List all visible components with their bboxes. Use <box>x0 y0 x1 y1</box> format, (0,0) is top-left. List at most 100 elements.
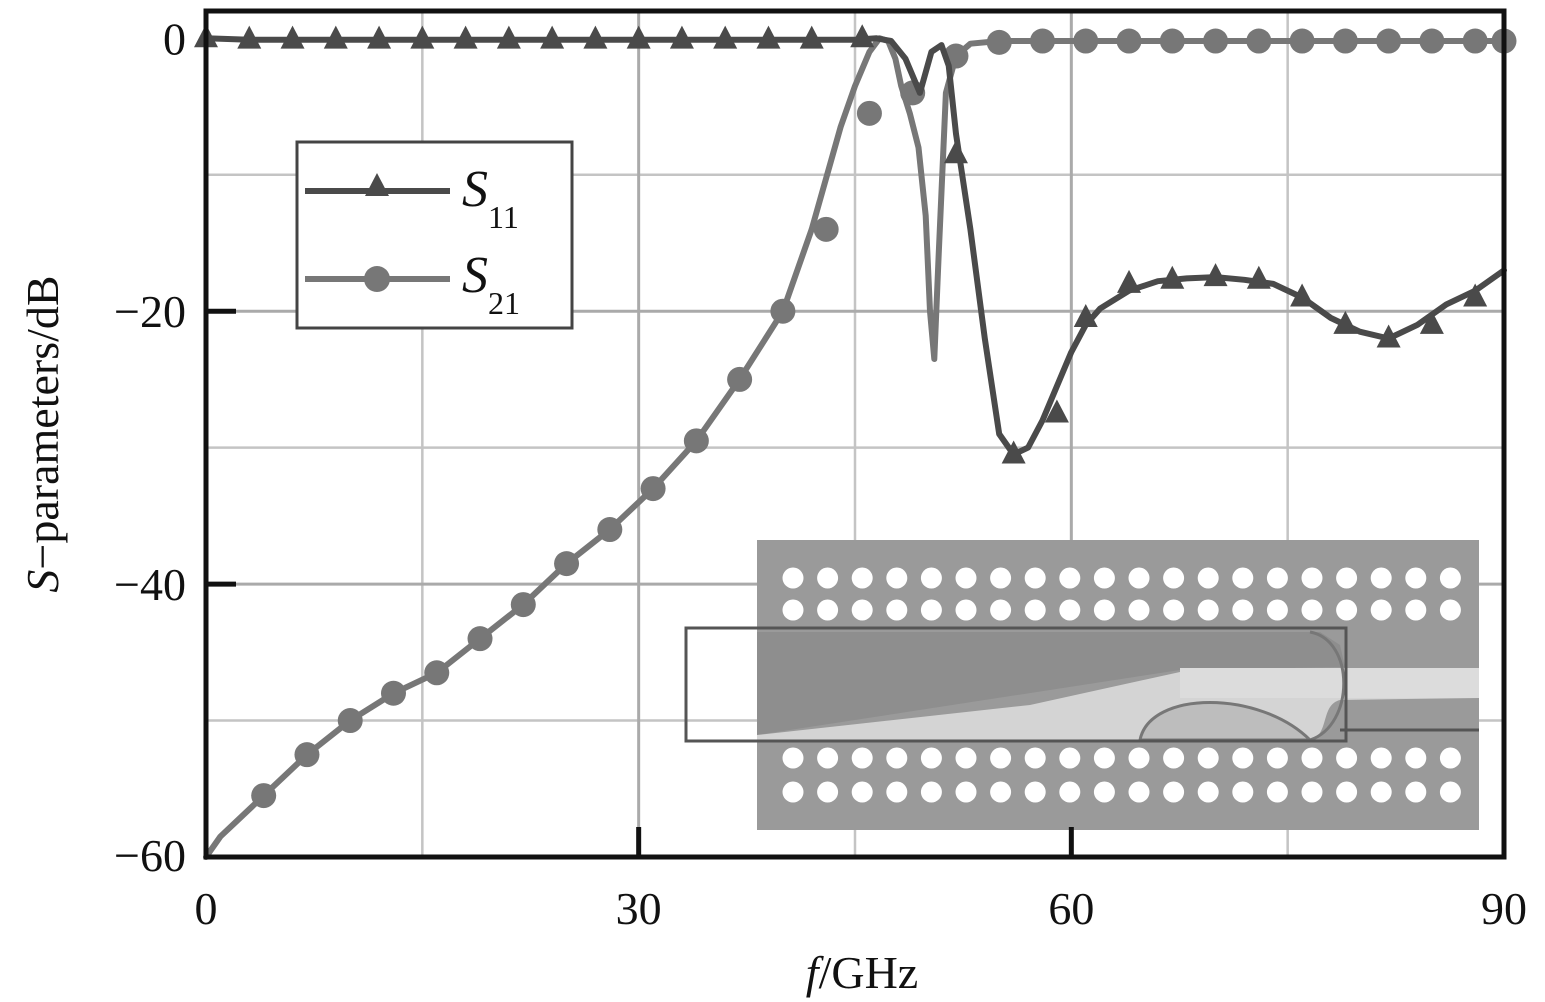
marker-s11 <box>540 25 565 49</box>
via-hole <box>1370 599 1392 621</box>
via-hole <box>817 599 839 621</box>
via-hole <box>1439 599 1461 621</box>
marker-s21 <box>597 517 623 543</box>
x-tick-label: 30 <box>616 883 662 934</box>
x-axis-title: f/GHz <box>806 947 918 998</box>
via-hole <box>1128 567 1150 589</box>
marker-s21 <box>986 29 1012 55</box>
marker-s11 <box>756 25 781 49</box>
y-tick-label: −60 <box>114 830 186 881</box>
marker-s11 <box>1246 265 1271 289</box>
via-hole <box>851 599 873 621</box>
marker-s21 <box>1289 28 1315 54</box>
via-hole <box>1301 567 1323 589</box>
via-hole <box>1128 781 1150 803</box>
via-hole <box>817 781 839 803</box>
marker-s11 <box>1203 263 1228 287</box>
y-tick-label: 0 <box>163 13 186 64</box>
via-hole <box>1370 747 1392 769</box>
via-hole <box>955 599 977 621</box>
via-hole <box>920 599 942 621</box>
via-hole <box>886 781 908 803</box>
via-hole <box>1405 747 1427 769</box>
via-hole <box>1232 567 1254 589</box>
marker-s21 <box>251 783 277 809</box>
via-hole <box>1439 567 1461 589</box>
marker-s11 <box>453 25 478 49</box>
via-hole <box>851 567 873 589</box>
via-hole <box>1232 781 1254 803</box>
via-hole <box>1439 781 1461 803</box>
legend-box <box>295 140 574 330</box>
marker-s21 <box>510 592 536 618</box>
via-hole <box>1059 567 1081 589</box>
marker-s21 <box>380 680 406 706</box>
marker-s21 <box>1159 28 1185 54</box>
via-hole <box>1301 747 1323 769</box>
via-hole <box>1266 567 1288 589</box>
via-hole <box>1093 599 1115 621</box>
via-hole <box>1197 567 1219 589</box>
via-hole <box>1336 747 1358 769</box>
marker-s11 <box>280 25 305 49</box>
marker-s11 <box>237 25 262 49</box>
marker-s21 <box>1376 28 1402 54</box>
legend-s21-label: S21 <box>462 247 520 321</box>
via-hole <box>1163 599 1185 621</box>
via-hole <box>955 567 977 589</box>
via-hole <box>782 567 804 589</box>
via-hole <box>782 747 804 769</box>
marker-s11 <box>367 25 392 49</box>
y-axis-title: S−parameters/dB <box>17 275 68 592</box>
plot-frame <box>203 8 1507 860</box>
marker-s11 <box>943 140 968 164</box>
via-hole <box>1024 567 1046 589</box>
via-hole <box>1439 747 1461 769</box>
marker-s21 <box>1073 28 1099 54</box>
marker-s11 <box>799 25 824 49</box>
via-hole <box>1093 567 1115 589</box>
via-hole <box>1024 747 1046 769</box>
via-hole <box>1059 599 1081 621</box>
legend: S11 S21 <box>295 140 574 330</box>
legend-s11-marker <box>365 173 389 196</box>
via-hole <box>1405 567 1427 589</box>
via-hole <box>1163 747 1185 769</box>
via-hole <box>1266 747 1288 769</box>
y-tick-label: −40 <box>114 559 186 610</box>
via-hole <box>990 599 1012 621</box>
marker-s11 <box>713 25 738 49</box>
marker-s21 <box>1332 28 1358 54</box>
via-hole <box>920 567 942 589</box>
marker-s21 <box>337 708 363 734</box>
waveguide-transition-inset <box>684 540 1479 830</box>
marker-s11 <box>1290 283 1315 307</box>
via-hole <box>1128 599 1150 621</box>
via-hole <box>1301 781 1323 803</box>
via-hole <box>851 747 873 769</box>
via-hole <box>817 747 839 769</box>
via-hole <box>1163 781 1185 803</box>
marker-s11 <box>1117 269 1142 293</box>
via-hole <box>886 567 908 589</box>
via-hole <box>1093 747 1115 769</box>
series-layer <box>194 24 1517 860</box>
marker-s11 <box>669 25 694 49</box>
marker-s11 <box>1333 310 1358 334</box>
via-hole <box>1059 781 1081 803</box>
marker-s21 <box>554 551 580 577</box>
marker-s11 <box>626 25 651 49</box>
via-hole <box>955 747 977 769</box>
via-hole <box>1405 781 1427 803</box>
marker-s21 <box>727 366 753 392</box>
marker-s11 <box>1160 265 1185 289</box>
via-hole <box>990 567 1012 589</box>
via-hole <box>1197 747 1219 769</box>
via-hole <box>1405 599 1427 621</box>
x-tick-label: 90 <box>1481 883 1527 934</box>
via-hole <box>817 567 839 589</box>
marker-s21 <box>1029 28 1055 54</box>
x-tick-label: 0 <box>195 883 218 934</box>
legend-s21-marker <box>364 266 390 292</box>
via-hole <box>851 781 873 803</box>
